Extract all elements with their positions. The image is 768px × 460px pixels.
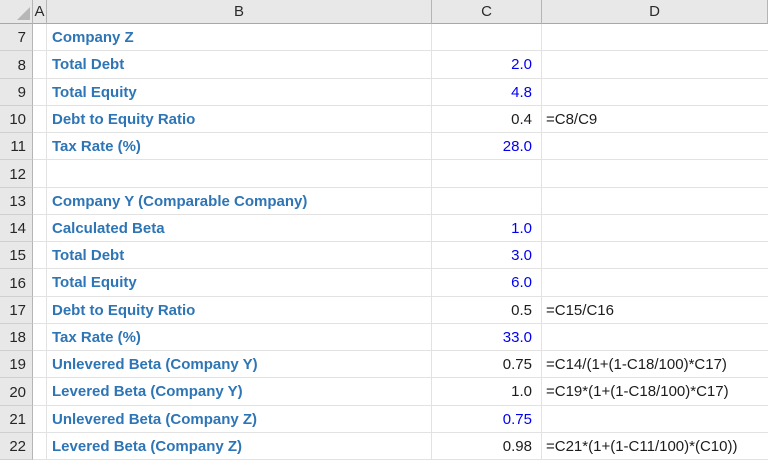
cell-b-label[interactable]: Tax Rate (%) [47,133,432,161]
cell-c-value[interactable]: 6.0 [432,269,542,297]
cell-b-label[interactable]: Unlevered Beta (Company Y) [47,351,432,379]
select-all-triangle-icon [17,7,30,20]
cell-d-formula[interactable] [542,24,768,52]
row-header[interactable]: 22 [0,432,33,460]
cell-c-value[interactable]: 28.0 [432,133,542,161]
cell-b-label[interactable]: Total Debt [47,51,432,79]
cell-b-label[interactable]: Debt to Equity Ratio [47,296,432,324]
cell-d-formula[interactable] [542,160,768,188]
cell-c-value[interactable] [432,187,542,215]
row-header[interactable]: 11 [0,133,33,161]
cell-a[interactable] [33,78,47,106]
cell-a[interactable] [33,187,47,215]
cell-c-value[interactable] [432,24,542,52]
row-header[interactable]: 16 [0,269,33,297]
cell-c-value[interactable]: 0.75 [432,351,542,379]
cell-a[interactable] [33,323,47,351]
cell-b-label[interactable]: Total Debt [47,242,432,270]
cell-b-label[interactable]: Company Z [47,24,432,52]
cell-a[interactable] [33,242,47,270]
row-header[interactable]: 18 [0,323,33,351]
row-header[interactable]: 20 [0,378,33,406]
cell-c-value[interactable]: 0.75 [432,405,542,433]
cell-b-label[interactable]: Total Equity [47,269,432,297]
cell-b-label[interactable]: Levered Beta (Company Y) [47,378,432,406]
cell-a[interactable] [33,51,47,79]
cell-d-formula[interactable] [542,51,768,79]
cell-a[interactable] [33,405,47,433]
cell-d-formula[interactable]: =C8/C9 [542,105,768,133]
cell-d-formula[interactable] [542,187,768,215]
cell-a[interactable] [33,133,47,161]
row-header[interactable]: 13 [0,187,33,215]
row-header[interactable]: 10 [0,105,33,133]
cell-c-value[interactable]: 33.0 [432,323,542,351]
cell-d-formula[interactable] [542,405,768,433]
row-header[interactable]: 8 [0,51,33,79]
row-header[interactable]: 9 [0,78,33,106]
cell-b-label[interactable]: Company Y (Comparable Company) [47,187,432,215]
cell-b-label[interactable]: Calculated Beta [47,214,432,242]
cell-b-label[interactable] [47,160,432,188]
select-all-corner[interactable] [0,0,33,24]
row-header[interactable]: 19 [0,351,33,379]
cell-d-formula[interactable] [542,323,768,351]
column-header-b[interactable]: B [47,0,432,24]
row-header[interactable]: 15 [0,242,33,270]
cell-d-formula[interactable] [542,78,768,106]
cell-d-formula[interactable] [542,269,768,297]
cell-a[interactable] [33,378,47,406]
cell-a[interactable] [33,105,47,133]
cell-a[interactable] [33,214,47,242]
cell-d-formula[interactable]: =C19*(1+(1-C18/100)*C17) [542,378,768,406]
cell-c-value[interactable]: 2.0 [432,51,542,79]
cell-c-value[interactable] [432,160,542,188]
row-header[interactable]: 12 [0,160,33,188]
cell-b-label[interactable]: Total Equity [47,78,432,106]
cell-d-formula[interactable]: =C15/C16 [542,296,768,324]
cell-c-value[interactable]: 0.98 [432,432,542,460]
cell-c-value[interactable]: 4.8 [432,78,542,106]
cell-b-label[interactable]: Debt to Equity Ratio [47,105,432,133]
cell-a[interactable] [33,296,47,324]
column-header-a[interactable]: A [33,0,47,24]
cell-a[interactable] [33,269,47,297]
row-header[interactable]: 7 [0,24,33,52]
row-header[interactable]: 17 [0,296,33,324]
cell-d-formula[interactable] [542,133,768,161]
cell-a[interactable] [33,160,47,188]
cell-d-formula[interactable] [542,214,768,242]
cell-c-value[interactable]: 0.5 [432,296,542,324]
cell-d-formula[interactable]: =C14/(1+(1-C18/100)*C17) [542,351,768,379]
cell-a[interactable] [33,432,47,460]
cell-a[interactable] [33,351,47,379]
column-header-c[interactable]: C [432,0,542,24]
cell-a[interactable] [33,24,47,52]
cell-c-value[interactable]: 3.0 [432,242,542,270]
cell-b-label[interactable]: Tax Rate (%) [47,323,432,351]
cell-b-label[interactable]: Unlevered Beta (Company Z) [47,405,432,433]
cell-c-value[interactable]: 1.0 [432,214,542,242]
row-header[interactable]: 21 [0,405,33,433]
row-header[interactable]: 14 [0,214,33,242]
cell-c-value[interactable]: 0.4 [432,105,542,133]
cell-c-value[interactable]: 1.0 [432,378,542,406]
cell-d-formula[interactable]: =C21*(1+(1-C11/100)*(C10)) [542,432,768,460]
column-header-d[interactable]: D [542,0,768,24]
cell-b-label[interactable]: Levered Beta (Company Z) [47,432,432,460]
cell-d-formula[interactable] [542,242,768,270]
